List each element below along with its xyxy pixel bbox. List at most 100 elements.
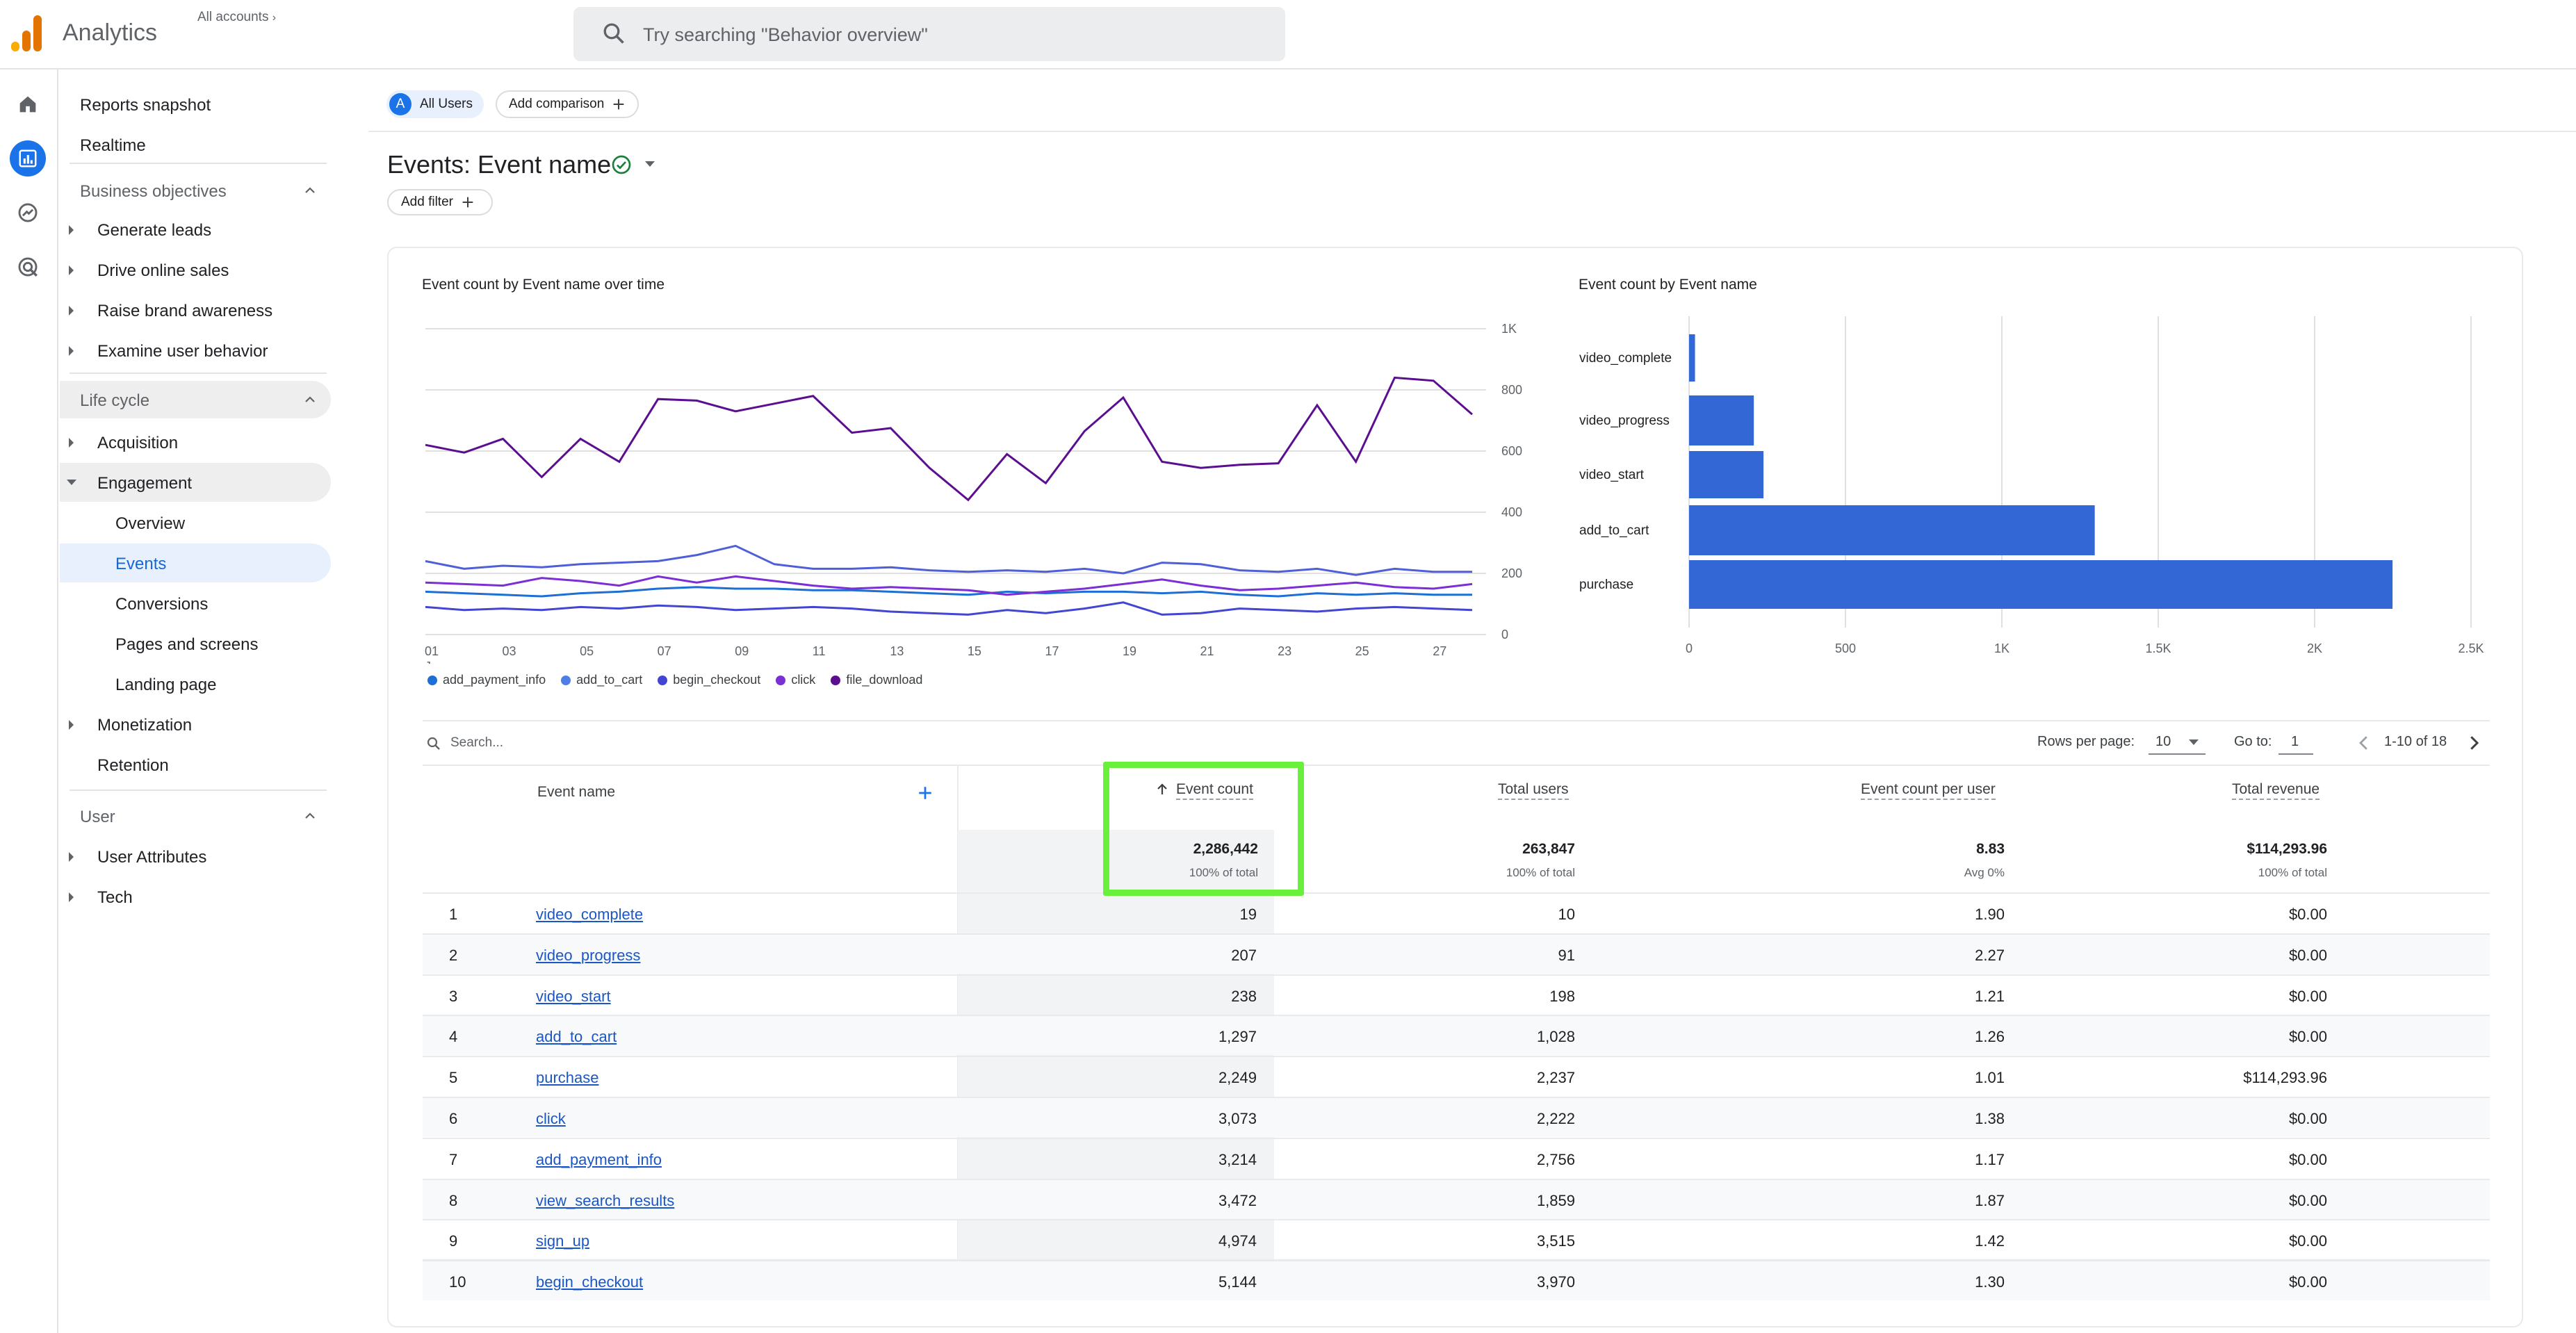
y-tick-label: 400 bbox=[1501, 505, 1522, 519]
table-row[interactable]: 4 add_to_cart 1,297 1,028 1.26 $0.00 bbox=[423, 1015, 2490, 1056]
series-line-click[interactable] bbox=[425, 575, 1473, 596]
nav-pages-and-screens[interactable]: Pages and screens bbox=[60, 628, 331, 659]
row-event-name-link[interactable]: sign_up bbox=[536, 1232, 590, 1250]
table-row[interactable]: 6 click 3,073 2,222 1.38 $0.00 bbox=[423, 1097, 2490, 1137]
bar-chart[interactable]: 0 500 1K 1.5K 2K 2.5K video_complete video_prog… bbox=[1571, 309, 2502, 664]
row-event-name-link[interactable]: video_start bbox=[536, 987, 611, 1005]
row-event-name-link[interactable]: video_complete bbox=[536, 906, 644, 923]
series-line-add-to-cart[interactable] bbox=[425, 544, 1472, 576]
home-icon[interactable] bbox=[10, 86, 46, 122]
legend-item-add-payment-info[interactable]: add_payment_info bbox=[427, 673, 546, 687]
rows-per-page-select[interactable]: 10 bbox=[2149, 730, 2206, 755]
legend-label: file_download bbox=[846, 673, 923, 687]
goto-input[interactable]: 1 bbox=[2279, 730, 2313, 755]
table-row[interactable]: 2 video_progress 207 91 2.27 $0.00 bbox=[423, 933, 2490, 974]
analytics-logo-icon[interactable] bbox=[11, 15, 42, 51]
add-dimension-plus-icon[interactable] bbox=[915, 783, 936, 803]
advertising-icon[interactable] bbox=[10, 249, 46, 285]
row-index: 9 bbox=[449, 1232, 458, 1250]
nav-conversions[interactable]: Conversions bbox=[60, 588, 331, 619]
series-line-begin-checkout[interactable] bbox=[425, 601, 1473, 616]
status-check-icon[interactable] bbox=[610, 154, 633, 176]
account-selector[interactable]: All accounts › bbox=[197, 10, 276, 25]
nav-retention[interactable]: Retention bbox=[60, 749, 331, 780]
row-event-name-link[interactable]: click bbox=[536, 1110, 566, 1127]
nav-user-attributes-label: User Attributes bbox=[97, 848, 207, 867]
nav-generate-leads[interactable]: Generate leads bbox=[60, 214, 331, 245]
row-event-name-link[interactable]: purchase bbox=[536, 1069, 599, 1087]
table-row[interactable]: 7 add_payment_info 3,214 2,756 1.17 $0.00 bbox=[423, 1137, 2490, 1178]
nav-divider bbox=[70, 373, 327, 374]
nav-realtime[interactable]: Realtime bbox=[60, 129, 331, 160]
nav-acquisition[interactable]: Acquisition bbox=[60, 427, 331, 457]
bar-add-to-cart[interactable] bbox=[1689, 505, 2095, 555]
bar-video-complete[interactable] bbox=[1689, 334, 1695, 382]
table-search-input[interactable]: Search... bbox=[450, 735, 504, 750]
row-event-name-link[interactable]: add_to_cart bbox=[536, 1028, 617, 1046]
chevron-right-icon: › bbox=[272, 12, 277, 24]
nav-examine-user-behavior[interactable]: Examine user behavior bbox=[60, 335, 331, 366]
nav-user-attributes[interactable]: User Attributes bbox=[60, 841, 331, 872]
nav-engagement[interactable]: Engagement bbox=[60, 463, 331, 502]
table-row[interactable]: 1 video_complete 19 10 1.90 $0.00 bbox=[423, 892, 2490, 933]
legend-item-add-to-cart[interactable]: add_to_cart bbox=[561, 673, 642, 687]
nav-drive-online-sales[interactable]: Drive online sales bbox=[60, 254, 331, 285]
caret-right-icon bbox=[69, 892, 74, 902]
comparison-chip-all-users[interactable]: A All Users bbox=[386, 90, 484, 118]
rows-per-page-label: Rows per page: bbox=[2037, 734, 2135, 749]
total-event-count-sub: 100% of total bbox=[1189, 866, 1258, 879]
line-chart[interactable]: 0 200 400 600 800 1K 01 03 05 07 09 11 13 15 17 19 21 23 2… bbox=[417, 309, 1522, 664]
legend-item-file-download[interactable]: file_download bbox=[831, 673, 922, 687]
header-event-count[interactable]: Event count bbox=[1176, 781, 1253, 800]
bar-video-progress[interactable] bbox=[1689, 395, 1754, 445]
add-filter-button[interactable]: Add filter bbox=[387, 189, 493, 215]
series-line-add-payment-info[interactable] bbox=[425, 586, 1472, 598]
nav-section-business-objectives[interactable]: Business objectives bbox=[60, 175, 331, 206]
series-line-file-download[interactable] bbox=[425, 376, 1473, 502]
table-row[interactable]: 3 video_start 238 198 1.21 $0.00 bbox=[423, 974, 2490, 1015]
table-row[interactable]: 5 purchase 2,249 2,237 1.01 $114,293.96 bbox=[423, 1056, 2490, 1096]
nav-generate-leads-label: Generate leads bbox=[97, 221, 212, 240]
account-selector-label: All accounts bbox=[197, 10, 269, 24]
bar-purchase[interactable] bbox=[1689, 560, 2393, 609]
row-event-name-link[interactable]: add_payment_info bbox=[536, 1150, 662, 1168]
row-event-name-link[interactable]: video_progress bbox=[536, 946, 641, 964]
row-per-user: 1.42 bbox=[1975, 1232, 2005, 1250]
nav-raise-brand-awareness[interactable]: Raise brand awareness bbox=[60, 295, 331, 325]
bar-video-start[interactable] bbox=[1689, 451, 1764, 498]
row-revenue: $0.00 bbox=[2288, 1232, 2327, 1250]
nav-overview[interactable]: Overview bbox=[60, 507, 331, 538]
reports-icon[interactable] bbox=[10, 140, 46, 177]
header-event-count-per-user[interactable]: Event count per user bbox=[1861, 781, 1996, 800]
legend-label: add_payment_info bbox=[443, 673, 546, 687]
nav-events[interactable]: Events bbox=[60, 543, 331, 582]
nav-tech[interactable]: Tech bbox=[60, 881, 331, 912]
legend-item-begin-checkout[interactable]: begin_checkout bbox=[658, 673, 760, 687]
x-tick-label: 01 bbox=[425, 644, 439, 658]
nav-monetization[interactable]: Monetization bbox=[60, 709, 331, 739]
chevron-left-icon[interactable] bbox=[2354, 733, 2374, 753]
header-total-users[interactable]: Total users bbox=[1498, 781, 1569, 800]
legend-item-click[interactable]: click bbox=[776, 673, 815, 687]
nav-landing-page[interactable]: Landing page bbox=[60, 669, 331, 699]
row-event-name-link[interactable]: begin_checkout bbox=[536, 1273, 644, 1291]
add-comparison-button[interactable]: Add comparison bbox=[496, 90, 639, 118]
header-event-name[interactable]: Event name bbox=[537, 784, 616, 800]
header-total-revenue[interactable]: Total revenue bbox=[2232, 781, 2320, 800]
total-per-user: 8.83 bbox=[1976, 841, 2005, 857]
table-row[interactable]: 8 view_search_results 3,472 1,859 1.87 $0.00 bbox=[423, 1178, 2490, 1219]
title-dropdown-icon[interactable] bbox=[645, 161, 655, 167]
nav-section-user[interactable]: User bbox=[60, 801, 331, 831]
row-event-name-link[interactable]: view_search_results bbox=[536, 1191, 675, 1209]
event-count-highlight-box bbox=[1103, 762, 1304, 896]
explore-icon[interactable] bbox=[10, 195, 46, 231]
table-row[interactable]: 9 sign_up 4,974 3,515 1.42 $0.00 bbox=[423, 1219, 2490, 1259]
x-tick-label: 15 bbox=[968, 644, 981, 658]
chevron-right-icon[interactable] bbox=[2463, 733, 2484, 753]
search-bar[interactable]: Try searching "Behavior overview" bbox=[573, 7, 1285, 61]
header-total-users-label: Total users bbox=[1498, 781, 1569, 800]
nav-reports-snapshot[interactable]: Reports snapshot bbox=[60, 89, 331, 120]
nav-section-life-cycle[interactable]: Life cycle bbox=[60, 381, 331, 418]
y-tick-label: 800 bbox=[1501, 383, 1522, 397]
table-row[interactable]: 10 begin_checkout 5,144 3,970 1.30 $0.00 bbox=[423, 1260, 2490, 1301]
